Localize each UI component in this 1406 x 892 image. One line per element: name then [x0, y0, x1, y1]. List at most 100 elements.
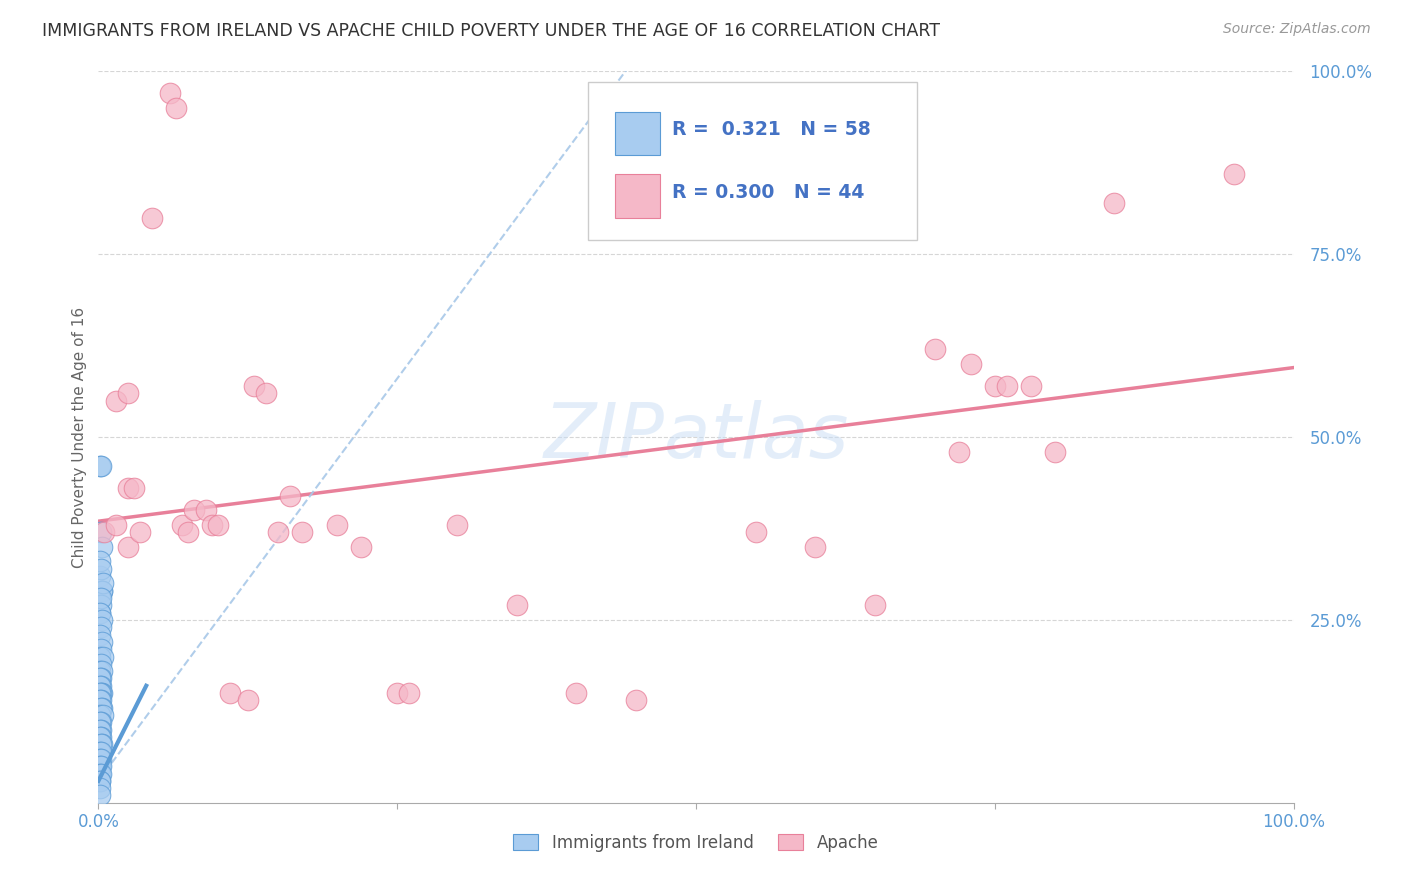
Point — [1104, 196, 1126, 211]
Point — [89, 627, 111, 641]
Point — [745, 525, 768, 540]
Point — [91, 649, 114, 664]
Point — [89, 649, 111, 664]
Point — [89, 773, 111, 788]
Point — [89, 766, 111, 780]
Point — [91, 700, 114, 714]
Point — [90, 745, 112, 759]
Point — [91, 686, 114, 700]
Point — [90, 766, 112, 780]
Point — [89, 664, 111, 678]
Point — [89, 773, 111, 788]
Point — [91, 635, 114, 649]
Point — [89, 591, 111, 605]
Point — [89, 672, 111, 686]
Point — [165, 101, 187, 115]
Point — [565, 686, 588, 700]
Text: IMMIGRANTS FROM IRELAND VS APACHE CHILD POVERTY UNDER THE AGE OF 16 CORRELATION : IMMIGRANTS FROM IRELAND VS APACHE CHILD … — [42, 22, 941, 40]
Point — [117, 386, 139, 401]
Point — [90, 642, 112, 657]
Point — [91, 664, 114, 678]
Point — [1043, 444, 1066, 458]
Point — [90, 759, 112, 773]
Point — [90, 693, 112, 707]
Point — [506, 599, 529, 613]
Point — [91, 708, 114, 723]
Point — [91, 540, 114, 554]
Text: R =  0.321   N = 58: R = 0.321 N = 58 — [672, 120, 870, 139]
Y-axis label: Child Poverty Under the Age of 16: Child Poverty Under the Age of 16 — [72, 307, 87, 567]
Legend: Immigrants from Ireland, Apache: Immigrants from Ireland, Apache — [505, 826, 887, 860]
Point — [89, 759, 111, 773]
Point — [89, 723, 111, 737]
Point — [105, 393, 128, 408]
Point — [326, 517, 349, 532]
Point — [385, 686, 409, 700]
Point — [93, 525, 115, 540]
Point — [159, 87, 181, 101]
Point — [89, 459, 111, 474]
Point — [90, 525, 112, 540]
Point — [91, 737, 114, 751]
Point — [90, 591, 112, 605]
Point — [129, 525, 152, 540]
Point — [398, 686, 420, 700]
Point — [207, 517, 229, 532]
Point — [89, 606, 111, 620]
Point — [177, 525, 200, 540]
Point — [948, 444, 970, 458]
Point — [89, 679, 111, 693]
Text: Source: ZipAtlas.com: Source: ZipAtlas.com — [1223, 22, 1371, 37]
Point — [219, 686, 242, 700]
Point — [89, 686, 111, 700]
FancyBboxPatch shape — [589, 82, 917, 240]
Point — [291, 525, 314, 540]
Point — [90, 657, 112, 671]
Point — [89, 693, 111, 707]
Point — [124, 481, 146, 495]
Point — [183, 503, 205, 517]
Point — [924, 343, 946, 357]
Text: R = 0.300   N = 44: R = 0.300 N = 44 — [672, 183, 865, 202]
Point — [90, 723, 112, 737]
Point — [89, 569, 111, 583]
Point — [984, 379, 1007, 393]
Point — [91, 583, 114, 598]
Point — [89, 789, 111, 803]
Point — [90, 459, 112, 474]
Point — [172, 517, 194, 532]
Point — [90, 620, 112, 634]
Point — [90, 700, 112, 714]
Point — [865, 599, 887, 613]
Point — [141, 211, 163, 225]
Point — [89, 781, 111, 796]
Point — [89, 708, 111, 723]
Point — [446, 517, 468, 532]
Point — [91, 576, 114, 591]
Point — [117, 481, 139, 495]
Point — [91, 583, 114, 598]
Point — [90, 715, 112, 730]
Point — [89, 745, 111, 759]
Point — [90, 730, 112, 744]
Point — [105, 517, 128, 532]
Point — [236, 693, 259, 707]
Point — [195, 503, 218, 517]
Point — [243, 379, 266, 393]
Point — [89, 730, 111, 744]
Point — [278, 489, 301, 503]
Point — [995, 379, 1018, 393]
Point — [89, 715, 111, 730]
Point — [90, 752, 112, 766]
Point — [1223, 167, 1246, 181]
Point — [89, 606, 111, 620]
Point — [254, 386, 277, 401]
Point — [89, 554, 111, 568]
Point — [960, 357, 983, 371]
Point — [1019, 379, 1042, 393]
Point — [90, 562, 112, 576]
Point — [267, 525, 290, 540]
Point — [350, 540, 373, 554]
Point — [626, 693, 648, 707]
Point — [117, 540, 139, 554]
